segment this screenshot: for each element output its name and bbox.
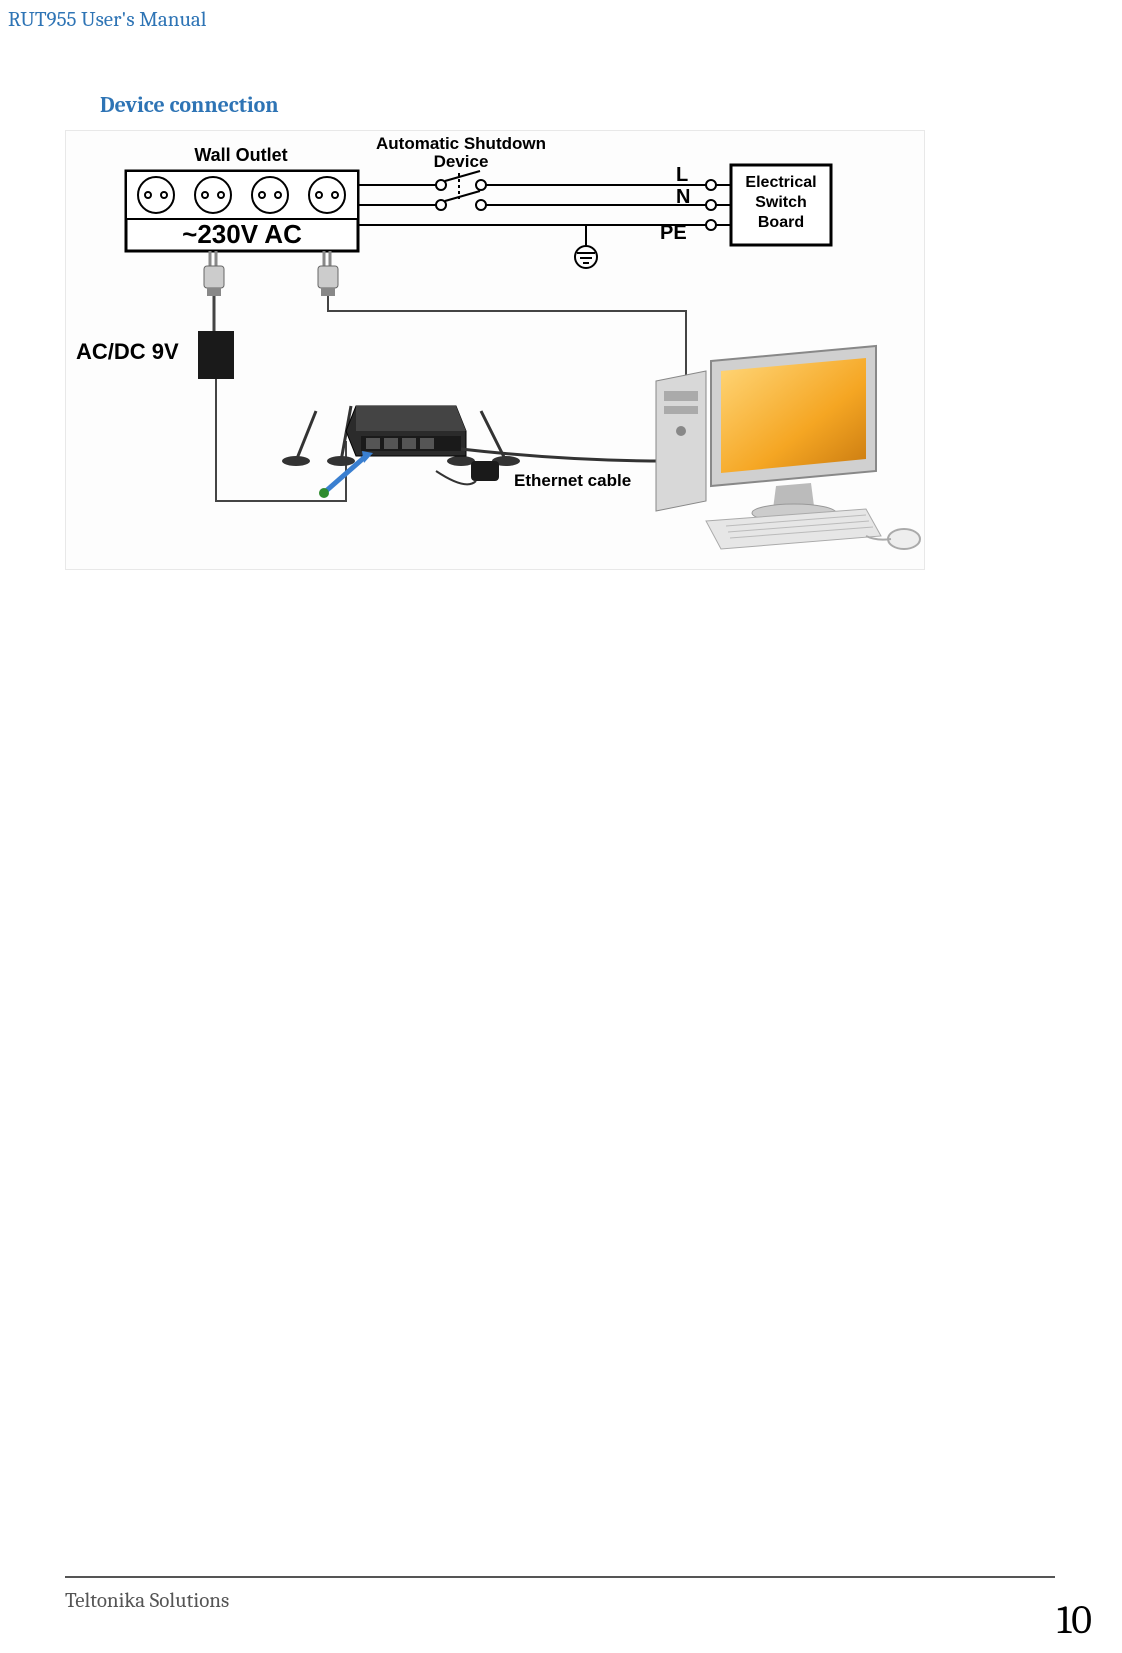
switch-board-l1: Electrical xyxy=(745,174,816,191)
line-PE-label: PE xyxy=(660,222,687,244)
footer-divider xyxy=(65,1576,1055,1578)
shutdown-label-1: Automatic Shutdown xyxy=(376,134,546,153)
computer-icon xyxy=(656,346,920,549)
footer-text: Teltonika Solutions xyxy=(65,1589,229,1613)
shutdown-label-2: Device xyxy=(434,152,489,171)
router-icon xyxy=(282,406,520,466)
voltage-label: ~230V AC xyxy=(182,219,302,249)
switch-board-l2: Switch xyxy=(755,194,807,211)
line-N-label: N xyxy=(676,186,690,208)
ground-icon xyxy=(575,225,597,268)
page-number: 10 xyxy=(1057,1597,1092,1643)
line-L-label: L xyxy=(676,164,688,186)
gps-puck-icon xyxy=(471,461,499,481)
document-header: RUT955 User's Manual xyxy=(8,8,206,32)
wall-outlet-label: Wall Outlet xyxy=(194,145,287,165)
connection-diagram: Wall Outlet ~230V AC Automatic Shutdown … xyxy=(65,130,925,570)
acdc-label: AC/DC 9V xyxy=(76,339,179,364)
switch-board-l3: Board xyxy=(758,214,804,231)
plug-icon xyxy=(318,251,338,296)
acdc-adapter-icon xyxy=(198,331,234,379)
ethernet-label: Ethernet cable xyxy=(514,471,631,490)
plug-icon xyxy=(204,251,224,296)
section-title: Device connection xyxy=(100,92,279,118)
shutdown-switch-icon xyxy=(436,171,486,210)
